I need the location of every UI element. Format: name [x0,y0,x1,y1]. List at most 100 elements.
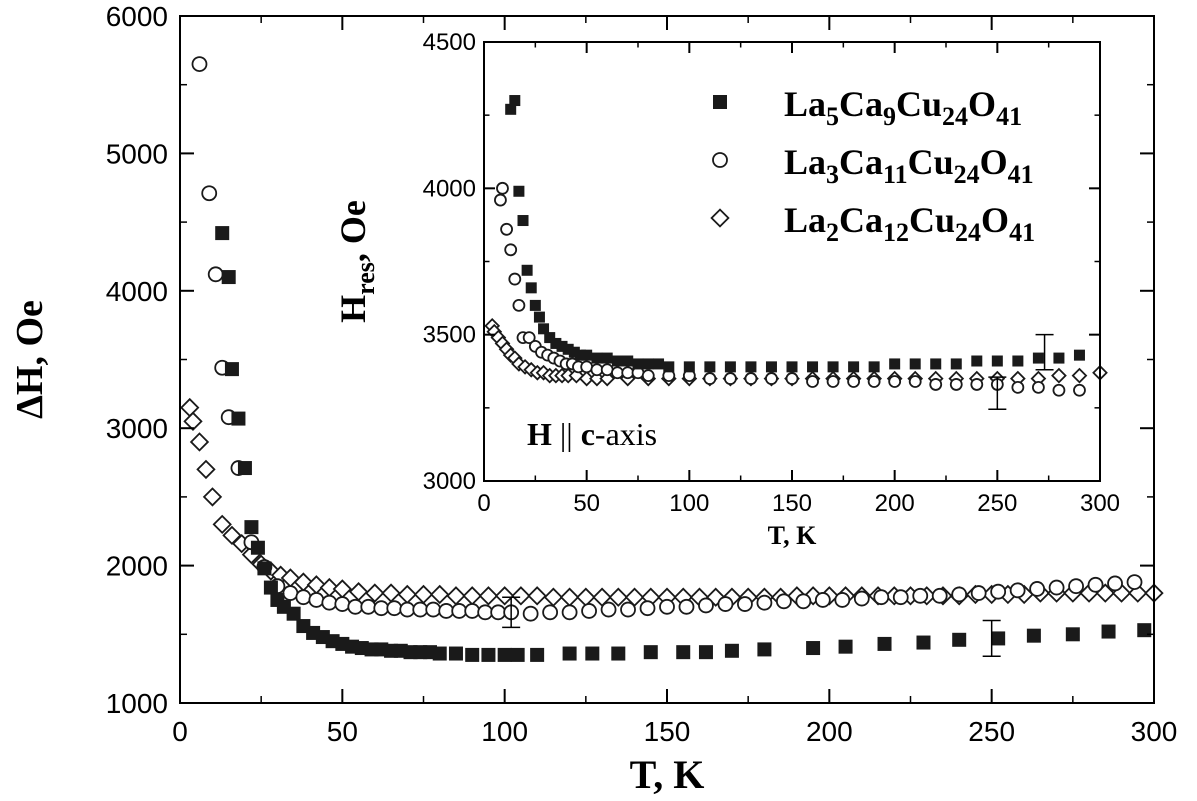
inset-data-point [522,331,536,344]
inset-legend: La5Ca9Cu24O41 La3Ca11Cu24O41 La2Ca12Cu24O4… [710,84,1035,247]
main-data-point [373,600,390,617]
main-data-point [1048,579,1065,596]
main-data-point [522,605,539,622]
inset-x-tick-label: 250 [977,490,1017,517]
inset-data-point [538,323,550,335]
main-data-point [698,645,713,660]
main-data-point [1026,628,1041,643]
main-data-point [207,266,224,283]
inset-data-point [1053,352,1065,364]
inset-data-point [929,378,943,391]
inset-data-point [807,361,819,373]
main-data-point [381,583,401,603]
inset-annotation: H || c-axis [527,416,657,452]
inset-data-point [826,375,840,388]
inset-data-point [908,375,922,388]
main-data-point [756,594,773,611]
inset-data-point [785,372,799,385]
main-data-point [183,411,203,432]
inset-data-point [512,298,526,312]
main-data-point [1101,624,1116,639]
inset-data-point [970,378,984,391]
inset-data-point [591,352,603,364]
main-data-point [490,604,507,621]
inset-data-point [611,366,624,380]
main-data-point [659,598,675,615]
inset-y-tick-label: 3000 [423,468,476,495]
inset-data-point [889,358,901,370]
legend-label: La3Ca11Cu24O41 [784,142,1034,189]
main-y-tick-label: 6000 [106,1,168,32]
inset-y-axis-title: Hres, Oe [333,200,380,323]
main-data-point [215,226,230,241]
main-data-point [991,631,1006,646]
inset-data-point [568,346,580,358]
main-data-point [497,647,512,662]
main-data-point [237,461,252,476]
inset-data-point [704,361,716,373]
main-y-axis-title: ΔH, Oe [9,300,51,419]
inset-data-point [765,361,777,373]
inset-data-point [525,282,537,294]
inset-data-point [544,332,556,344]
main-data-point [212,514,232,535]
main-data-point [196,459,216,480]
inset-data-point [641,369,655,383]
main-data-point [451,603,468,619]
inset-data-point [848,361,860,373]
main-data-point [430,584,450,605]
main-data-point [263,580,278,595]
main-data-point [643,645,658,660]
main-data-point [221,270,236,285]
main-data-point [757,642,772,657]
main-data-point [282,585,299,601]
main-data-point [321,594,338,611]
main-data-point [853,590,870,607]
inset-data-point [599,370,616,387]
inset-data-point [590,363,604,377]
inset-data-point [562,343,574,355]
main-data-point [250,540,265,555]
main-data-point [510,647,525,662]
inset-data-point [505,103,517,115]
main-data-point [1029,581,1046,597]
inset-y-tick-label: 3500 [423,322,476,349]
main-data-point [365,583,385,603]
main-data-point [562,646,577,661]
main-data-point [912,587,929,604]
inset-x-tick-label: 50 [573,490,600,517]
inset-data-point [786,361,798,373]
main-data-point [348,582,369,602]
main-y-tick-label: 5000 [106,138,168,169]
main-data-point [201,185,218,202]
main-data-point [795,593,812,610]
inset-data-point [930,358,942,370]
main-x-tick-label: 300 [1131,716,1178,747]
inset-data-point [533,311,545,323]
inset-data-point [888,375,902,388]
inset-data-point [1032,380,1045,394]
inset-data-point [703,372,717,385]
inset-data-point [1073,383,1086,397]
inset-data-point [909,358,921,370]
main-data-point [676,645,691,660]
main-data-point [1009,582,1026,599]
main-data-point [397,584,417,605]
main-data-point [1128,583,1148,603]
inset-data-point [1052,383,1066,397]
inset-data-point [556,340,568,352]
inset-x-tick-label: 150 [772,490,812,517]
main-data-point [465,647,480,662]
main-y-tick-label: 4000 [106,276,168,307]
inset-data-point [581,349,593,361]
inset-x-tick-label: 300 [1080,490,1120,517]
main-data-point [306,575,327,595]
main-data-point [446,586,466,606]
inset-data-point [513,185,525,197]
main-data-point [257,561,272,576]
inset-x-tick-label: 100 [669,490,709,517]
legend-marker [712,152,728,168]
inset-data-point [509,95,521,107]
inset-data-point [1073,349,1085,361]
